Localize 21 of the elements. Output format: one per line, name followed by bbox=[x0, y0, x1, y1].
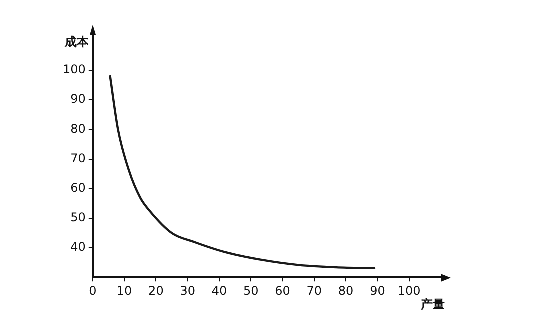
y-tick-label: 90 bbox=[70, 92, 86, 106]
y-tick-label: 40 bbox=[70, 240, 86, 254]
x-tick-label: 60 bbox=[275, 284, 290, 298]
x-tick-label: 0 bbox=[89, 284, 97, 298]
x-tick-label: 10 bbox=[116, 284, 132, 298]
y-tick-label: 80 bbox=[70, 122, 86, 136]
x-tick-label: 70 bbox=[306, 284, 322, 298]
x-tick-label: 30 bbox=[180, 284, 196, 298]
x-tick-label: 20 bbox=[148, 284, 164, 298]
x-tick-label: 80 bbox=[338, 284, 354, 298]
y-axis-title: 成本 bbox=[64, 35, 90, 50]
y-tick-label: 50 bbox=[70, 210, 86, 225]
line-series bbox=[109, 75, 376, 270]
x-tick-label: 100 bbox=[398, 284, 421, 298]
x-axis-title: 产量 bbox=[420, 298, 445, 312]
y-tick-label: 60 bbox=[70, 180, 86, 195]
y-tick-label: 100 bbox=[63, 62, 86, 77]
y-tick-label: 70 bbox=[70, 151, 86, 166]
x-tick-label: 90 bbox=[370, 284, 386, 298]
x-tick-label: 40 bbox=[212, 284, 228, 298]
x-tick-label: 50 bbox=[243, 284, 259, 298]
